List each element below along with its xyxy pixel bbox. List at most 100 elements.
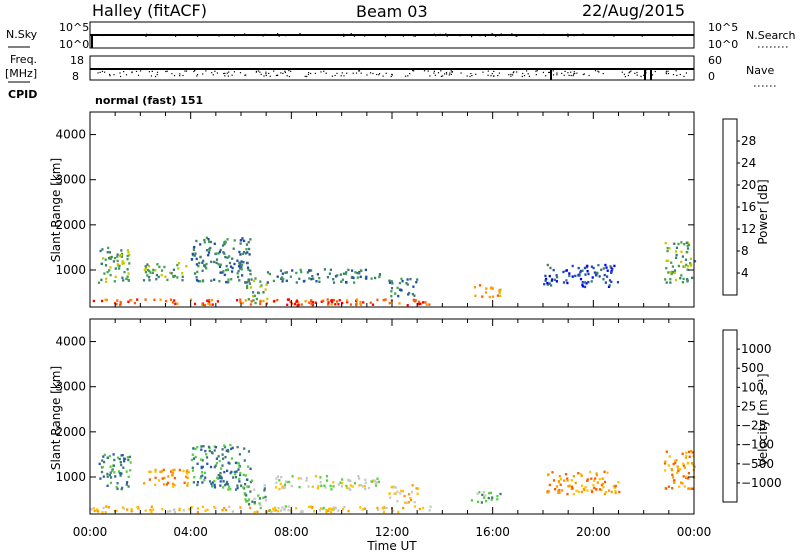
echo-cell bbox=[349, 484, 352, 487]
nave-dot bbox=[151, 70, 153, 72]
echo-cell bbox=[234, 473, 237, 476]
nave-dot bbox=[665, 72, 667, 74]
echo-cell bbox=[613, 486, 616, 489]
echo-cell bbox=[572, 475, 575, 478]
echo-cell bbox=[673, 271, 676, 275]
echo-cell bbox=[593, 479, 596, 482]
echo-cell bbox=[178, 468, 181, 472]
echo-cell bbox=[375, 481, 378, 484]
nave-dot bbox=[352, 72, 354, 74]
nave-dot bbox=[510, 73, 512, 75]
nave-dot bbox=[99, 71, 101, 73]
echo-cell bbox=[200, 448, 203, 451]
echo-cell bbox=[570, 485, 574, 488]
echo-cell bbox=[330, 303, 333, 306]
nave-dot bbox=[676, 74, 678, 76]
echo-cell bbox=[313, 510, 316, 513]
echo-cell bbox=[546, 281, 549, 285]
echo-cell bbox=[207, 254, 210, 257]
echo-cell bbox=[146, 268, 149, 272]
echo-cell bbox=[249, 506, 252, 510]
echo-cell bbox=[228, 261, 232, 265]
echo-cell bbox=[259, 280, 262, 283]
echo-cell bbox=[149, 508, 152, 512]
echo-cell bbox=[343, 505, 346, 509]
echo-cell bbox=[246, 284, 249, 288]
echo-cell bbox=[398, 302, 401, 305]
echo-cell bbox=[208, 303, 212, 306]
echo-cell bbox=[305, 479, 308, 482]
echo-cell bbox=[202, 445, 205, 448]
nave-dots bbox=[97, 70, 687, 78]
echo-cell bbox=[310, 299, 313, 302]
echo-cell bbox=[308, 277, 311, 280]
echo-cell bbox=[206, 299, 209, 302]
nave-dot bbox=[331, 75, 333, 77]
echo-cell bbox=[296, 304, 299, 307]
nave-dot bbox=[255, 70, 258, 72]
nave-dot bbox=[490, 75, 492, 77]
echo-cell bbox=[618, 490, 621, 494]
y-tick-label: 1000 bbox=[55, 263, 86, 277]
echo-cell bbox=[161, 477, 164, 480]
nave-dot bbox=[556, 72, 558, 74]
station-title: Halley (fitACF) bbox=[92, 1, 207, 20]
echo-cell bbox=[410, 498, 413, 502]
echo-cell bbox=[104, 280, 108, 283]
echo-cell bbox=[201, 280, 205, 283]
echo-cell bbox=[105, 298, 108, 302]
nave-dot bbox=[179, 75, 181, 77]
echo-cell bbox=[287, 509, 290, 512]
sky-dot bbox=[350, 33, 352, 35]
echo-cell bbox=[195, 263, 198, 266]
nave-dot bbox=[574, 72, 576, 75]
echo-cell bbox=[676, 465, 679, 468]
echo-cell bbox=[601, 482, 604, 486]
power-axis-ticks: 4000 3000 2000 1000 bbox=[55, 112, 695, 307]
echo-cell bbox=[154, 483, 157, 486]
echo-cell bbox=[577, 266, 580, 270]
echo-cell bbox=[325, 508, 328, 512]
echo-cell bbox=[214, 464, 217, 467]
echo-cell bbox=[278, 479, 281, 482]
echo-cell bbox=[223, 506, 226, 510]
nave-dot bbox=[487, 70, 489, 72]
nave-dot bbox=[263, 75, 265, 77]
echo-cell bbox=[280, 509, 283, 512]
echo-cell bbox=[253, 510, 256, 514]
echo-cell bbox=[341, 301, 344, 305]
echo-cell bbox=[171, 301, 175, 304]
sky-dot bbox=[364, 35, 366, 37]
echo-cell bbox=[148, 276, 151, 279]
sky-dot bbox=[582, 33, 584, 36]
echo-cell bbox=[248, 247, 251, 251]
echo-cell bbox=[491, 496, 494, 499]
echo-cell bbox=[126, 254, 129, 258]
echo-cell bbox=[367, 486, 371, 490]
echo-cell bbox=[173, 468, 176, 472]
echo-cell bbox=[295, 271, 298, 275]
echo-cell bbox=[246, 281, 249, 284]
echo-cell bbox=[286, 303, 289, 306]
echo-cell bbox=[219, 480, 222, 483]
echo-cell bbox=[163, 476, 166, 480]
sky-dot bbox=[218, 35, 220, 37]
nave-dot bbox=[427, 70, 429, 72]
echo-cell bbox=[371, 303, 375, 306]
echo-cell bbox=[332, 481, 335, 484]
echo-cell bbox=[177, 262, 181, 265]
echo-cell bbox=[585, 282, 588, 285]
echo-cell bbox=[231, 257, 234, 260]
echo-cell bbox=[544, 279, 547, 282]
echo-cell bbox=[187, 470, 190, 474]
echo-cell bbox=[225, 482, 228, 485]
nave-dot bbox=[179, 73, 181, 75]
echo-cell bbox=[584, 273, 587, 276]
echo-cell bbox=[245, 500, 248, 503]
echo-cell bbox=[604, 281, 607, 284]
echo-cell bbox=[231, 446, 234, 450]
echo-cell bbox=[128, 455, 132, 459]
echo-cell bbox=[248, 282, 252, 285]
echo-cell bbox=[327, 509, 330, 512]
echo-cell bbox=[159, 298, 162, 301]
